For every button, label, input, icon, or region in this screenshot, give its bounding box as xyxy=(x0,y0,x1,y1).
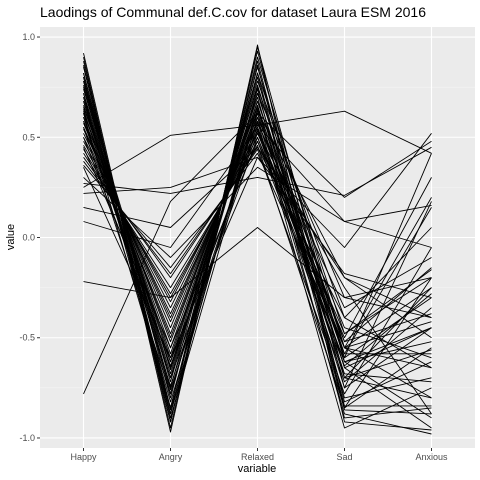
y-tick-label: 0.0 xyxy=(22,233,35,243)
y-tick-label: -1.0 xyxy=(19,433,35,443)
x-tick-label: Angry xyxy=(159,452,183,462)
x-tick-label: Sad xyxy=(336,452,352,462)
y-tick-label: 0.5 xyxy=(22,132,35,142)
x-tick-label: Relaxed xyxy=(241,452,274,462)
y-tick-label: 1.0 xyxy=(22,32,35,42)
x-tick-label: Anxious xyxy=(415,452,448,462)
x-axis: Happy Angry Relaxed Sad Anxious xyxy=(70,448,448,462)
y-tick-label: -0.5 xyxy=(19,333,35,343)
x-tick-label: Happy xyxy=(70,452,97,462)
chart-title: Laodings of Communal def.C.cov for datas… xyxy=(40,4,426,20)
y-axis-title: value xyxy=(5,224,17,250)
x-axis-title: variable xyxy=(238,463,277,475)
y-axis: -1.0 -0.5 0.0 0.5 1.0 xyxy=(19,32,40,443)
